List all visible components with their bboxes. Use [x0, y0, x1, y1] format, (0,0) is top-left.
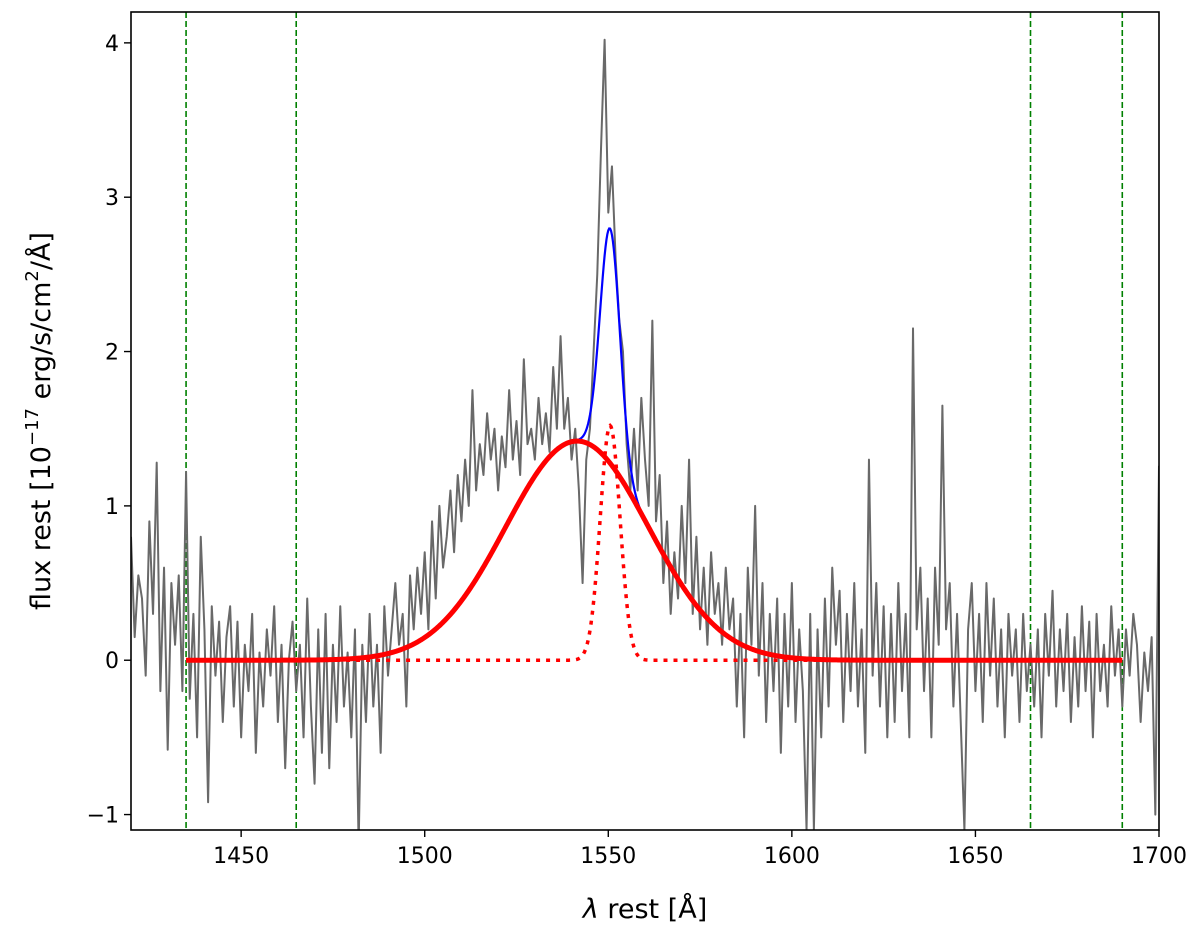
- x-axis-label-symbol: λ: [581, 894, 599, 925]
- y-axis-label: flux rest [10−17 erg/s/cm2/Å]: [22, 232, 57, 610]
- plot-area: [131, 12, 1159, 830]
- y-axis-label-prefix: flux rest [10: [26, 446, 57, 610]
- y-tick-label: 0: [105, 649, 119, 674]
- y-tick-label: 1: [105, 495, 119, 520]
- observed-spectrum-line: [131, 38, 1159, 830]
- x-tick-label: 1450: [213, 844, 269, 869]
- x-tick-label: 1550: [580, 844, 636, 869]
- x-axis: 1450 1500 1550 1600 1650 1700: [213, 830, 1187, 869]
- y-tick-label: 4: [105, 32, 119, 57]
- y-axis-label-exponent-2: 2: [22, 270, 43, 281]
- y-axis: −1 0 1 2 3 4: [87, 32, 131, 829]
- y-tick-label: 3: [105, 186, 119, 211]
- x-tick-label: 1500: [397, 844, 453, 869]
- y-tick-label: −1: [87, 804, 119, 829]
- x-tick-label: 1650: [947, 844, 1003, 869]
- plot-frame: [130, 11, 1160, 831]
- x-axis-label: λ rest [Å]: [581, 893, 707, 925]
- narrow-component-line: [186, 423, 1123, 662]
- y-axis-label-suffix: /Å]: [25, 232, 57, 270]
- x-tick-label: 1700: [1131, 844, 1187, 869]
- vertical-markers: [185, 12, 1124, 830]
- x-axis-label-text: rest [Å]: [599, 893, 707, 925]
- y-axis-label-middle: erg/s/cm: [26, 282, 57, 408]
- y-tick-label: 2: [105, 341, 119, 366]
- y-axis-label-exponent: −17: [22, 408, 43, 446]
- x-tick-label: 1600: [764, 844, 820, 869]
